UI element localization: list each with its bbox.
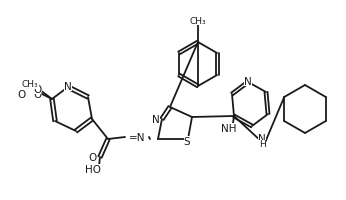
- Text: H: H: [258, 140, 265, 149]
- Text: N: N: [244, 77, 252, 87]
- Text: O: O: [89, 152, 97, 162]
- Text: CH₃: CH₃: [22, 80, 39, 89]
- Text: O: O: [34, 90, 42, 100]
- Text: O: O: [18, 90, 26, 100]
- Text: NH: NH: [221, 123, 237, 133]
- Text: CH₃: CH₃: [190, 16, 206, 25]
- Text: O: O: [33, 85, 41, 95]
- Text: HO: HO: [85, 164, 101, 174]
- Text: N: N: [64, 82, 72, 92]
- Text: N: N: [152, 114, 160, 124]
- Text: =N: =N: [129, 132, 146, 142]
- Text: N: N: [258, 133, 266, 143]
- Text: S: S: [184, 136, 190, 146]
